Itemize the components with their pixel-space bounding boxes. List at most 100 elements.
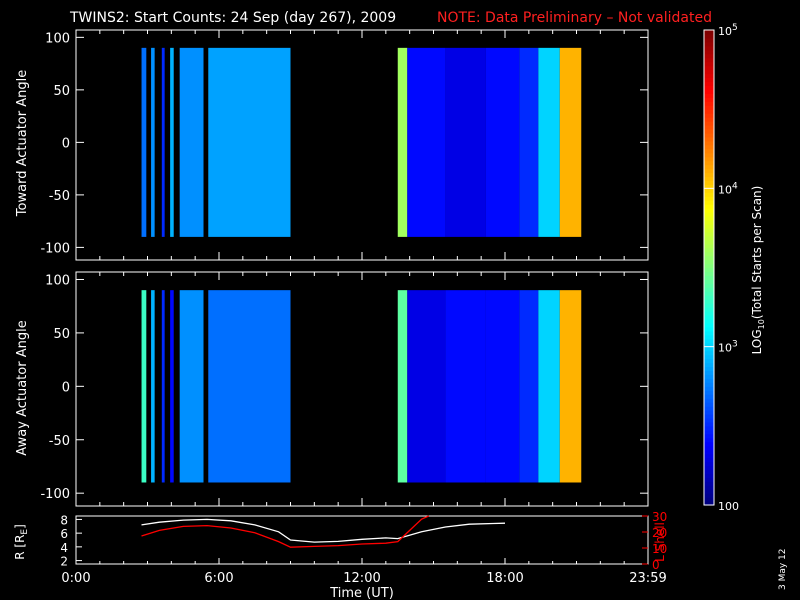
colorbar-swatch [704, 204, 714, 209]
colorbar-swatch [704, 49, 714, 55]
time-xtick-label: 23:59 [629, 571, 666, 586]
colorbar-swatch [704, 501, 714, 506]
colorbar-swatch [704, 216, 714, 221]
toward-heat-cell [485, 47, 520, 237]
colorbar-swatch [704, 208, 714, 213]
chart-title: TWINS2: Start Counts: 24 Sep (day 267), … [69, 10, 396, 26]
colorbar-swatch [704, 140, 714, 146]
colorbar-swatch [704, 342, 714, 348]
colorbar-swatch [704, 121, 714, 126]
toward-ytick-label: 100 [45, 31, 70, 46]
toward-heat-cell [519, 47, 539, 237]
colorbar-swatch [704, 152, 714, 158]
r-ytick-label: 4 [60, 541, 68, 555]
colorbar-swatch [704, 489, 714, 494]
away-heat-cell [485, 290, 520, 483]
colorbar-swatch [704, 61, 714, 67]
colorbar-swatch [704, 57, 714, 63]
colorbar-swatch [704, 291, 714, 296]
colorbar-swatch [704, 354, 714, 360]
colorbar-swatch [704, 73, 714, 79]
toward-ytick-label: 0 [62, 136, 70, 151]
colorbar-swatch [704, 227, 714, 233]
colorbar-swatch [704, 267, 714, 273]
r-ylabel-end: ] [13, 524, 27, 529]
colorbar-swatch [704, 117, 714, 122]
colorbar-tick-label: 103 [718, 340, 738, 355]
colorbar-label-sub: 10 [757, 319, 766, 329]
colorbar-swatch [704, 89, 714, 94]
colorbar-label: LOG10(Total Starts per Scan) [750, 186, 766, 355]
toward-ytick-label: -100 [40, 241, 70, 256]
colorbar-swatch [704, 437, 714, 443]
lshell-series-line [141, 515, 429, 548]
lshell-ytick-label: 20 [652, 526, 667, 540]
orbit-frame [75, 515, 649, 565]
colorbar-tick-base: 10 [718, 183, 732, 196]
time-xtick-label: 6:00 [204, 571, 233, 586]
colorbar-swatch [704, 259, 714, 265]
r-ytick-label: 6 [60, 527, 68, 541]
lshell-ytick-label: 30 [652, 510, 667, 524]
colorbar-swatch [704, 148, 714, 154]
colorbar-swatch [704, 449, 714, 455]
colorbar-swatch [704, 382, 714, 387]
time-xtick-label: 12:00 [343, 571, 380, 586]
toward-heat-cell [141, 47, 147, 237]
colorbar-swatch [704, 330, 714, 336]
colorbar-swatch [704, 41, 714, 47]
colorbar-swatch [704, 315, 714, 320]
colorbar-swatch [704, 469, 714, 474]
lshell-ylabel: L Shell [653, 522, 667, 562]
colorbar-swatch [704, 477, 714, 482]
away-panel: -100 -50 0 50 100 [40, 271, 649, 507]
colorbar-swatch [704, 101, 714, 106]
colorbar-swatch [704, 223, 714, 229]
away-heat-cell [151, 290, 155, 483]
colorbar-swatch [704, 413, 714, 419]
colorbar-swatch [704, 160, 714, 166]
colorbar-swatch [704, 271, 714, 277]
colorbar-swatch [704, 231, 714, 237]
colorbar-swatch [704, 65, 714, 71]
colorbar-swatch [704, 362, 714, 368]
away-ylabel: Away Actuator Angle [15, 320, 30, 455]
colorbar-swatch [704, 247, 714, 253]
away-heat-cell [559, 290, 582, 483]
toward-heat-cell [208, 47, 291, 237]
r-ytick-label: 2 [60, 555, 68, 569]
colorbar-swatch [704, 465, 714, 470]
colorbar-swatch [704, 378, 714, 383]
toward-panel: -100 -50 0 50 100 [40, 29, 649, 261]
colorbar-swatch [704, 461, 714, 467]
colorbar-swatch [704, 441, 714, 447]
colorbar-swatch [704, 279, 714, 284]
colorbar-swatch [704, 429, 714, 435]
colorbar-swatch [704, 81, 714, 87]
colorbar-swatch [704, 433, 714, 439]
colorbar-swatch [704, 93, 714, 98]
colorbar-tick-exp: 5 [732, 23, 738, 33]
colorbar-swatch [704, 45, 714, 51]
colorbar-swatch [704, 220, 714, 225]
colorbar-swatch [704, 200, 714, 205]
colorbar-swatch [704, 144, 714, 150]
toward-heat-cell [161, 47, 165, 237]
colorbar-swatch [704, 109, 714, 114]
colorbar-swatch [704, 398, 714, 403]
colorbar-swatch [704, 235, 714, 241]
toward-heat-cell [445, 47, 486, 237]
time-xlabel: Time (UT) [329, 586, 394, 600]
colorbar-swatch [704, 346, 714, 352]
away-heat-cell [397, 290, 408, 483]
colorbar-tick-base: 10 [718, 342, 732, 355]
colorbar-tick-label: 100 [718, 500, 739, 513]
colorbar-swatch [704, 334, 714, 340]
colorbar-swatch [704, 303, 714, 308]
preliminary-note: NOTE: Data Preliminary – Not validated [437, 10, 712, 26]
colorbar-swatch [704, 251, 714, 257]
colorbar-swatch [704, 128, 714, 134]
